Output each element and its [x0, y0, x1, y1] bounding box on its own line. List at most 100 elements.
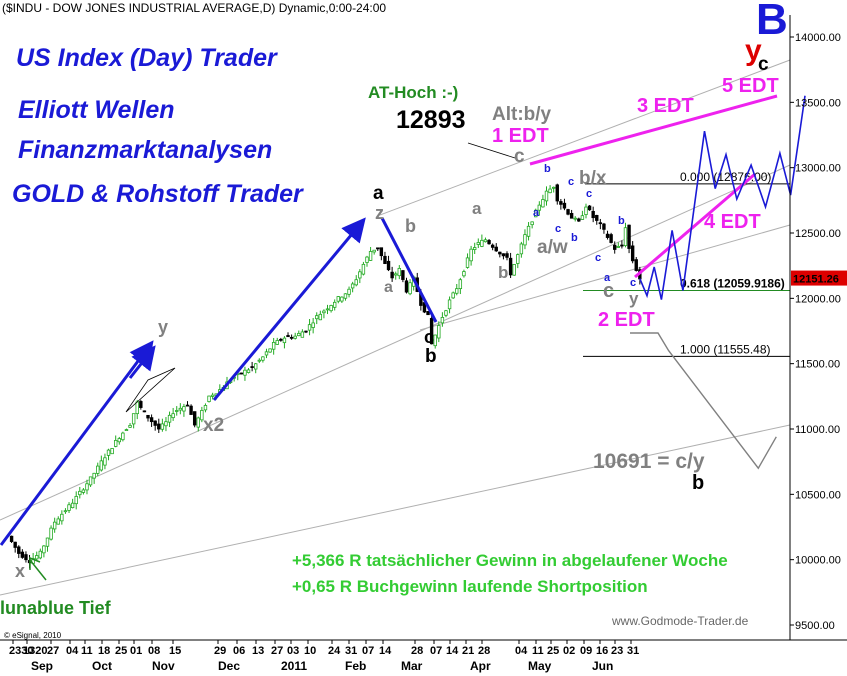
- projection-paths: [0, 94, 806, 581]
- candle-body: [139, 401, 143, 408]
- annotation-34: b: [571, 232, 578, 244]
- candle-body: [551, 186, 556, 189]
- candle-body: [175, 410, 179, 412]
- candle-body: [566, 209, 570, 215]
- candle-body: [494, 246, 498, 252]
- candle-body: [9, 535, 14, 542]
- heading-2: Elliott Wellen: [18, 96, 175, 124]
- candle-body: [322, 310, 326, 314]
- annotation-33: c: [568, 176, 574, 188]
- candle-body: [275, 340, 279, 345]
- candle-body: [630, 245, 635, 262]
- wave-labels: AT-Hoch :-) 12893 Alt:b/y1 EDT 3 EDT 5 EDT 4 …: [0, 0, 788, 618]
- candle-body: [505, 253, 509, 258]
- candle-body: [117, 438, 121, 443]
- annotation-18: a: [373, 183, 384, 204]
- axes: 14000.00 13500.00 13000.00 12500.00 12000.00…: [0, 15, 847, 673]
- candle-body: [78, 490, 82, 496]
- wave-arrow-4: [380, 217, 438, 323]
- candle-body: [469, 248, 473, 262]
- x-tick-label: 08: [148, 645, 160, 657]
- candle-body: [196, 417, 200, 428]
- candle-body: [103, 457, 107, 466]
- x-tick-label: 01: [130, 645, 142, 657]
- candle-body: [286, 335, 290, 338]
- candle-body: [458, 279, 463, 290]
- candle-body: [555, 184, 559, 202]
- candle-body: [508, 257, 513, 276]
- wave-arrow-1: [0, 340, 154, 546]
- candle-body: [189, 405, 193, 415]
- candle-body: [149, 417, 154, 423]
- x-month-label: Nov: [152, 659, 175, 673]
- candle-body: [483, 239, 488, 243]
- candle-body: [114, 440, 118, 447]
- x-tick-label: 04: [66, 645, 79, 657]
- projection-path: [639, 95, 806, 300]
- candle-body: [498, 251, 502, 255]
- x-month-label: Jun: [592, 659, 613, 673]
- candle-body: [128, 424, 132, 428]
- x-tick-label: 16: [596, 645, 608, 657]
- candle-body: [85, 483, 89, 491]
- candle-body: [146, 414, 150, 419]
- candle-body: [397, 268, 402, 277]
- candle-body: [261, 356, 265, 361]
- x-tick-label: 11: [532, 645, 544, 657]
- candle-body: [440, 316, 445, 324]
- candle-body: [451, 292, 455, 299]
- annotation-32: c: [555, 223, 561, 235]
- heading-4: GOLD & Rohstoff Trader: [12, 180, 304, 208]
- candle-body: [17, 546, 21, 554]
- candle-body: [613, 244, 617, 250]
- y-tick-label: 11500.00: [795, 359, 840, 371]
- x-tick-label: 31: [345, 645, 357, 657]
- candle-body: [293, 335, 297, 339]
- candle-body: [243, 369, 247, 376]
- triangle-pattern: [125, 367, 176, 413]
- candle-body: [246, 369, 251, 373]
- annotation-8: B: [756, 0, 788, 44]
- annotation-28: b: [692, 472, 704, 494]
- annotation-23: a: [472, 199, 482, 218]
- candle-body: [465, 257, 470, 268]
- candle-body: [530, 221, 534, 226]
- candle-body: [99, 460, 104, 471]
- x-tick-label: 25: [547, 645, 559, 657]
- last-price-text: 12151.26: [793, 274, 839, 286]
- candle-body: [390, 271, 394, 279]
- annotation-39: lunablue Tief: [0, 598, 112, 618]
- candle-body: [38, 550, 43, 559]
- x-month-label: May: [528, 659, 552, 673]
- candle-body: [573, 217, 577, 220]
- tief-arrow-head: [29, 556, 41, 570]
- heading-3: Finanzmarktanalysen: [18, 136, 272, 164]
- x-month-label: Oct: [92, 659, 112, 673]
- candle-body: [537, 204, 542, 211]
- candle-body: [20, 551, 25, 558]
- candle-body: [609, 234, 613, 243]
- candle-body: [623, 227, 628, 247]
- candle-body: [605, 233, 610, 238]
- annotation-36: a: [604, 272, 611, 284]
- x-month-label: Sep: [31, 659, 53, 673]
- candle-body: [383, 255, 387, 264]
- candle-body: [182, 406, 186, 412]
- candle-body: [74, 496, 78, 505]
- x-tick-label: 27: [271, 645, 283, 657]
- channel-lines: [0, 59, 791, 596]
- candle-body: [164, 421, 168, 427]
- wave-arrow-2: [128, 345, 156, 379]
- y-tick-label: 12000.00: [795, 293, 841, 305]
- candle-body: [268, 348, 272, 353]
- annotation-24: b: [498, 263, 508, 282]
- x-tick-label: 1320: [23, 645, 47, 657]
- fib-label-2: 1.000 (11555.48): [680, 342, 771, 356]
- candle-body: [433, 334, 437, 347]
- annotation-19: b: [405, 216, 416, 236]
- candle-body: [559, 201, 563, 205]
- info-line-1: +5,366 R tatsächlicher Gewinn in abgelau…: [292, 551, 728, 570]
- candle-body: [386, 260, 391, 271]
- candle-body: [476, 242, 480, 245]
